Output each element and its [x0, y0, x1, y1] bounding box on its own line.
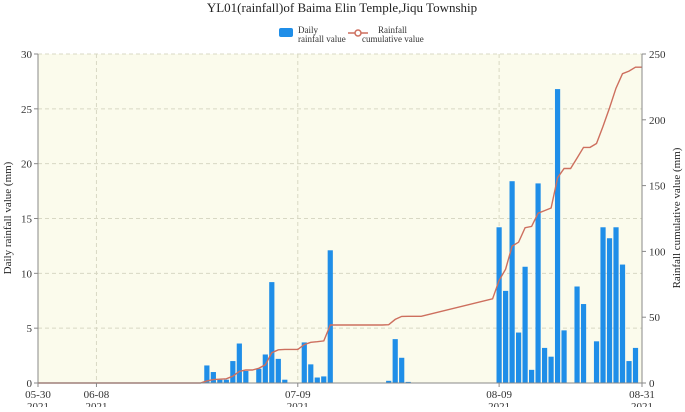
- y-right-tick-label: 100: [649, 246, 666, 258]
- y-left-tick-label: 20: [21, 159, 33, 171]
- y-right-tick-label: 50: [649, 312, 661, 324]
- daily-rainfall-bar: [561, 330, 566, 383]
- daily-rainfall-bar: [633, 348, 638, 383]
- daily-rainfall-bar: [321, 376, 326, 383]
- daily-rainfall-bar: [555, 89, 560, 383]
- y-right-tick-label: 250: [649, 49, 666, 61]
- y-left-tick-label: 30: [21, 49, 33, 61]
- daily-rainfall-bar: [237, 344, 242, 383]
- daily-rainfall-bar: [503, 291, 508, 383]
- y-right-tick-label: 200: [649, 115, 666, 127]
- daily-rainfall-bar: [581, 304, 586, 383]
- legend-line-dot: [355, 30, 361, 36]
- x-tick-label-date: 08-31: [629, 389, 655, 401]
- daily-rainfall-bar: [393, 339, 398, 383]
- x-tick-label-year: 2021: [27, 401, 49, 407]
- daily-rainfall-bar: [542, 348, 547, 383]
- x-tick-label-date: 06-08: [84, 389, 110, 401]
- daily-rainfall-bar: [516, 333, 521, 383]
- legend[interactable]: Daily rainfall value Rainfall cumulative…: [279, 25, 424, 44]
- daily-rainfall-bar: [607, 238, 612, 383]
- daily-rainfall-bar: [269, 282, 274, 383]
- daily-rainfall-bar: [594, 341, 599, 383]
- x-tick-labels: 05-30202106-08202107-09202108-09202108-3…: [25, 383, 655, 407]
- daily-rainfall-bar: [256, 369, 261, 383]
- y-left-tick-label: 15: [21, 214, 33, 226]
- y-right-axis-label: Rainfall cumulative value (mm): [671, 147, 683, 288]
- daily-rainfall-bar: [230, 361, 235, 383]
- daily-rainfall-bar: [302, 342, 307, 383]
- daily-rainfall-bar: [399, 358, 404, 383]
- y-left-tick-label: 25: [21, 104, 33, 116]
- x-tick-label-date: 08-09: [486, 389, 512, 401]
- x-tick-label-year: 2021: [488, 401, 510, 407]
- legend-item-cumulative[interactable]: Rainfall cumulative value: [348, 25, 424, 44]
- daily-rainfall-bar: [243, 371, 248, 383]
- daily-rainfall-bar: [613, 227, 618, 383]
- legend-label-cumulative-line2: cumulative value: [362, 34, 424, 44]
- daily-rainfall-bar: [626, 361, 631, 383]
- daily-rainfall-bar: [308, 364, 313, 383]
- daily-rainfall-bar: [497, 227, 502, 383]
- daily-rainfall-bar: [620, 265, 625, 383]
- y-left-axis-label: Daily rainfall value (mm): [2, 161, 14, 274]
- legend-item-daily-rainfall[interactable]: Daily rainfall value: [279, 25, 346, 44]
- daily-rainfall-bar: [529, 370, 534, 383]
- legend-label-daily-line2: rainfall value: [298, 34, 346, 44]
- legend-bar-marker: [279, 28, 293, 37]
- x-tick-label-date: 05-30: [25, 389, 51, 401]
- x-tick-label-year: 2021: [85, 401, 107, 407]
- chart-title: YL01(rainfall)of Baima Elin Temple,Jiqu …: [207, 0, 477, 15]
- y-right-tick-label: 150: [649, 181, 666, 193]
- x-tick-label-year: 2021: [631, 401, 653, 407]
- x-tick-label-date: 07-09: [285, 389, 311, 401]
- daily-rainfall-bar: [522, 267, 527, 383]
- daily-rainfall-bar: [600, 227, 605, 383]
- daily-rainfall-bar: [276, 359, 281, 383]
- daily-rainfall-bar: [548, 357, 553, 383]
- x-tick-label-year: 2021: [287, 401, 309, 407]
- y-left-tick-label: 5: [27, 323, 33, 335]
- daily-rainfall-bar: [263, 354, 268, 383]
- daily-rainfall-bar: [211, 372, 216, 383]
- y-left-tick-label: 10: [21, 268, 33, 280]
- daily-rainfall-bar: [328, 250, 333, 383]
- daily-rainfall-bar: [510, 181, 515, 383]
- daily-rainfall-bar: [574, 286, 579, 383]
- daily-rainfall-bar: [315, 378, 320, 383]
